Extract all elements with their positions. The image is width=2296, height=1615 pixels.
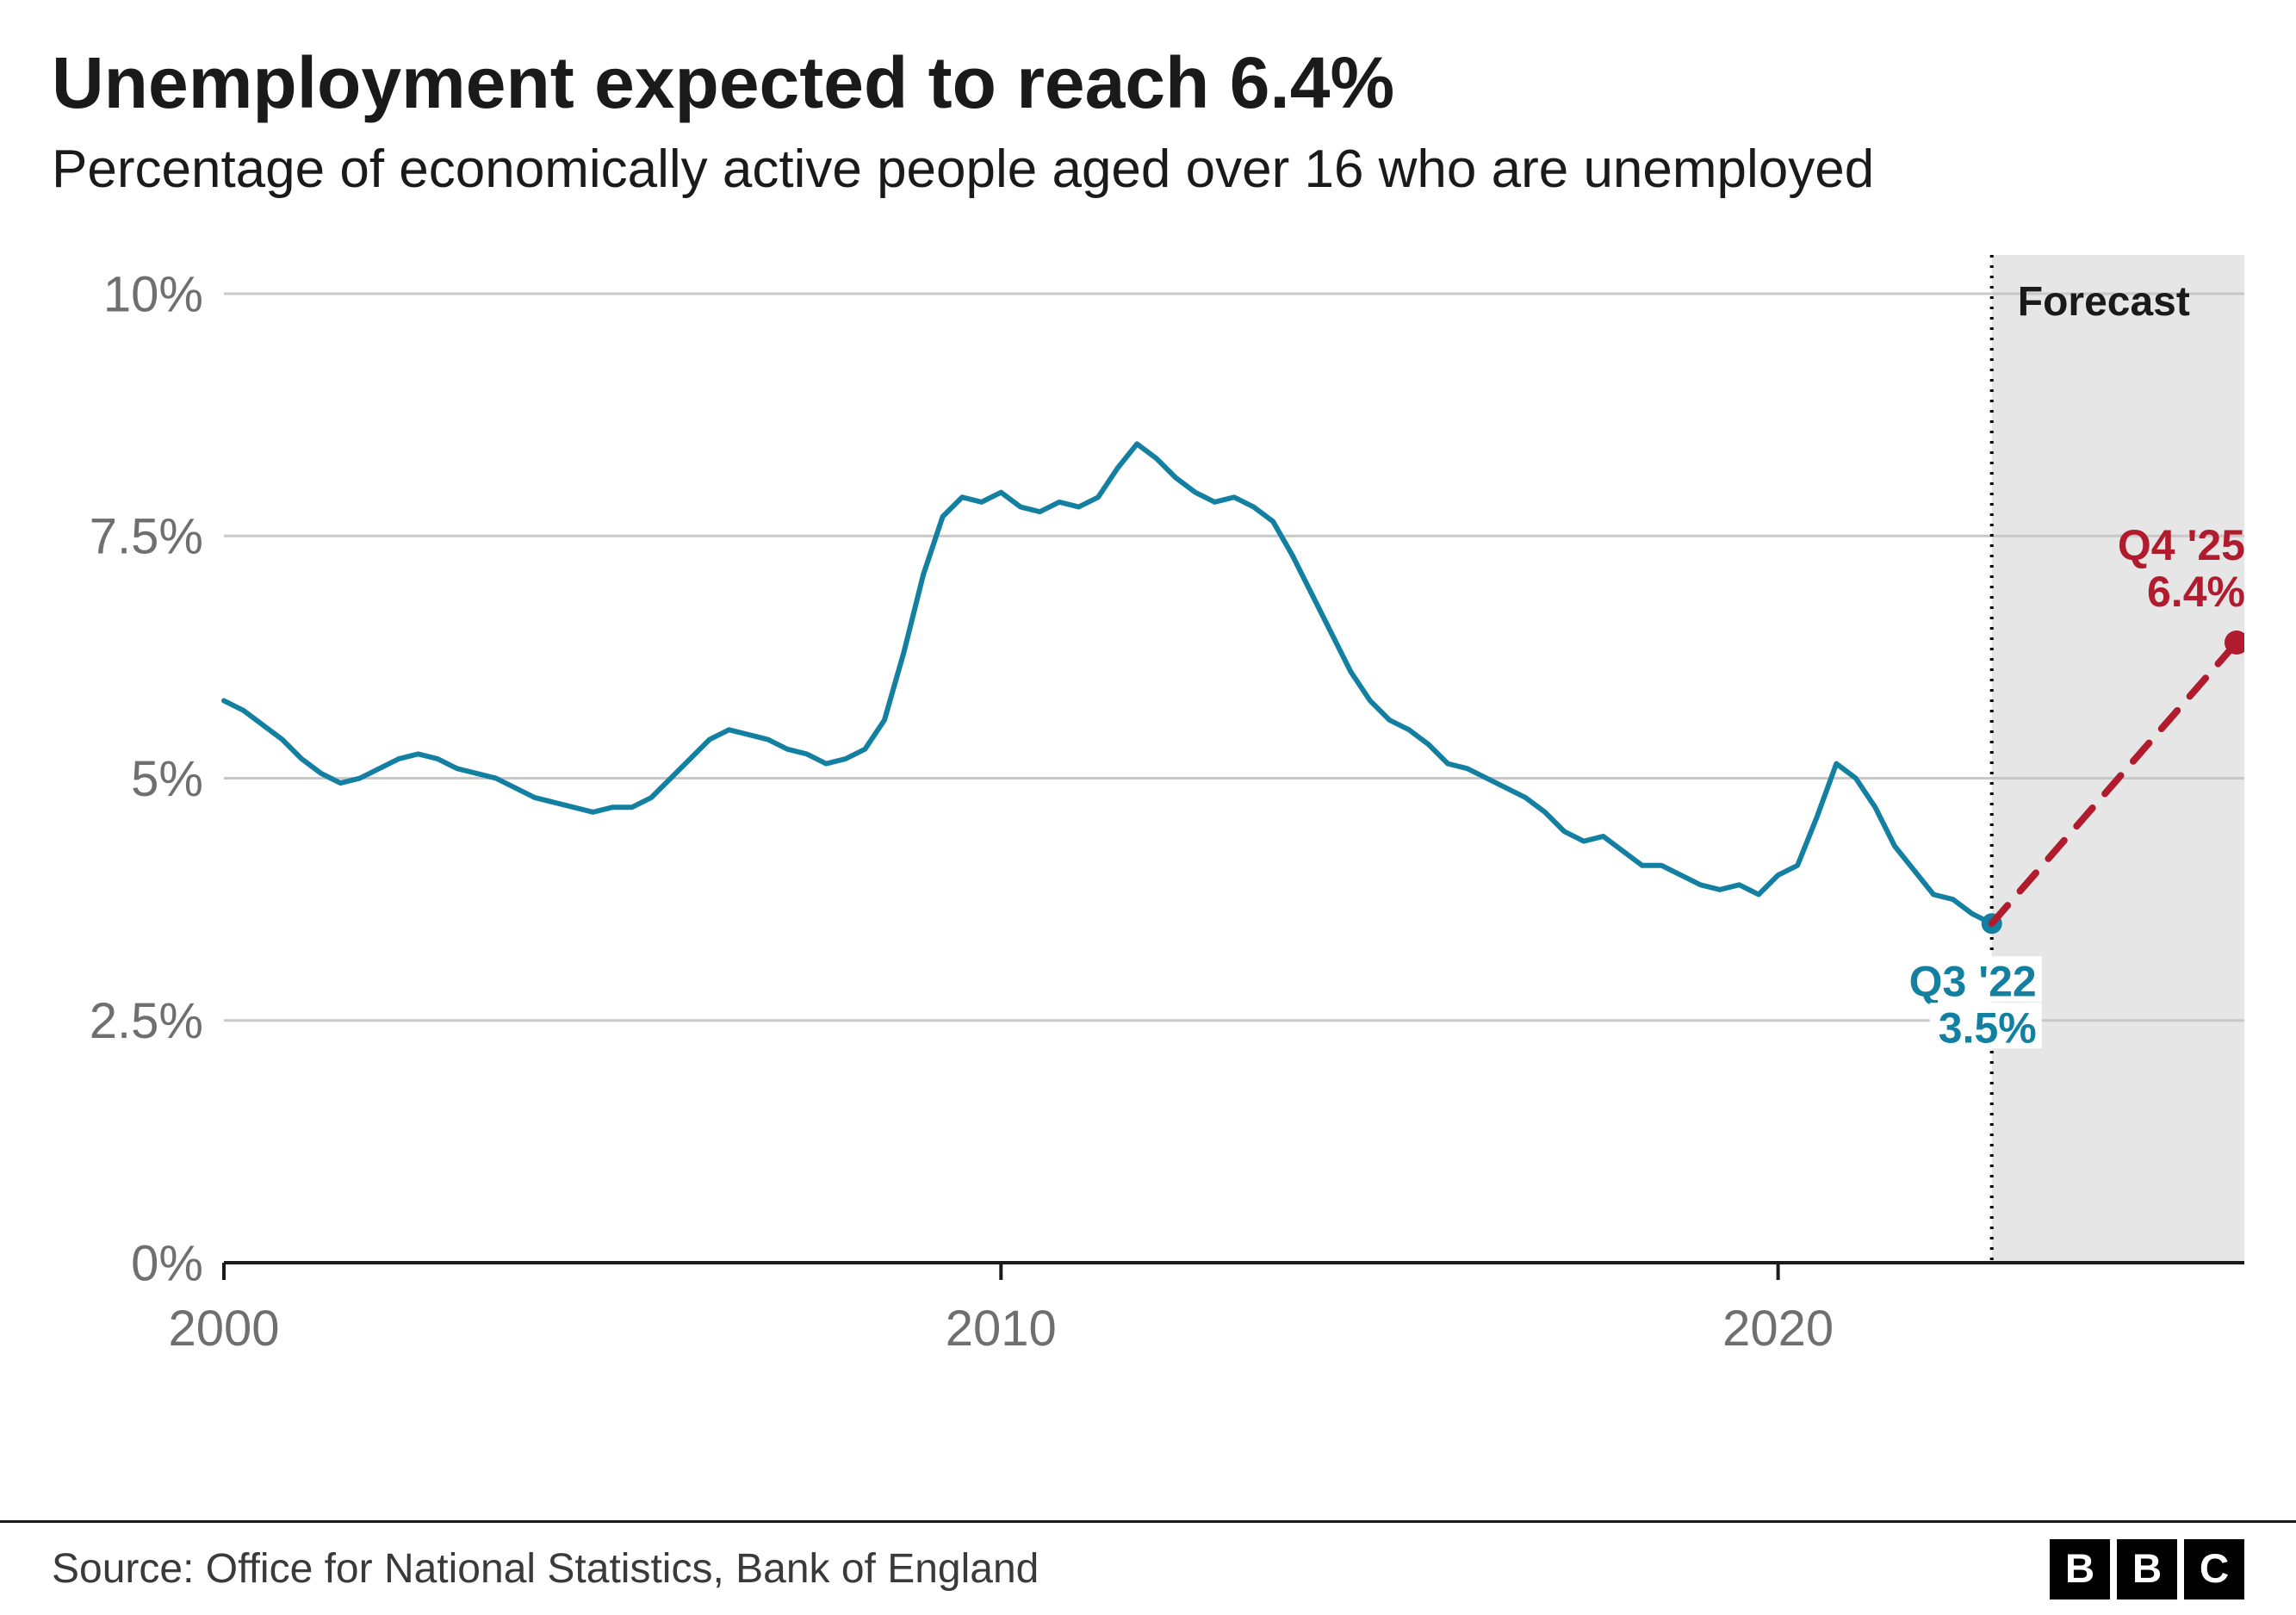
chart-area: 0% 2.5% 5% 7.5% 10% Forecast 2000 2010 2020 Q3 '2…: [52, 229, 2244, 1396]
svg-text:10%: 10%: [103, 266, 203, 322]
footer: Source: Office for National Statistics, …: [0, 1520, 2296, 1615]
svg-text:2010: 2010: [946, 1301, 1057, 1357]
figure: Unemployment expected to reach 6.4% Perc…: [0, 0, 2296, 1615]
bbc-logo: BBC: [2050, 1539, 2244, 1599]
bbc-block: C: [2184, 1539, 2244, 1599]
bbc-block: B: [2117, 1539, 2177, 1599]
source-text: Source: Office for National Statistics, …: [52, 1545, 1039, 1593]
svg-text:2020: 2020: [1722, 1301, 1834, 1357]
bbc-block: B: [2050, 1539, 2110, 1599]
svg-text:Q3 '22: Q3 '22: [1909, 957, 2037, 1005]
svg-text:2000: 2000: [168, 1301, 279, 1357]
chart-title: Unemployment expected to reach 6.4%: [52, 43, 2244, 122]
svg-text:Q4 '25: Q4 '25: [2118, 521, 2244, 569]
svg-text:Forecast: Forecast: [2018, 279, 2190, 325]
svg-text:5%: 5%: [131, 751, 203, 807]
chart-subtitle: Percentage of economically active people…: [52, 136, 2244, 203]
svg-text:7.5%: 7.5%: [90, 508, 203, 564]
svg-text:3.5%: 3.5%: [1939, 1003, 2037, 1052]
svg-text:2.5%: 2.5%: [90, 993, 203, 1049]
svg-text:0%: 0%: [131, 1235, 203, 1291]
line-chart: 0% 2.5% 5% 7.5% 10% Forecast 2000 2010 2020 Q3 '2…: [52, 229, 2244, 1392]
svg-text:6.4%: 6.4%: [2147, 568, 2244, 616]
